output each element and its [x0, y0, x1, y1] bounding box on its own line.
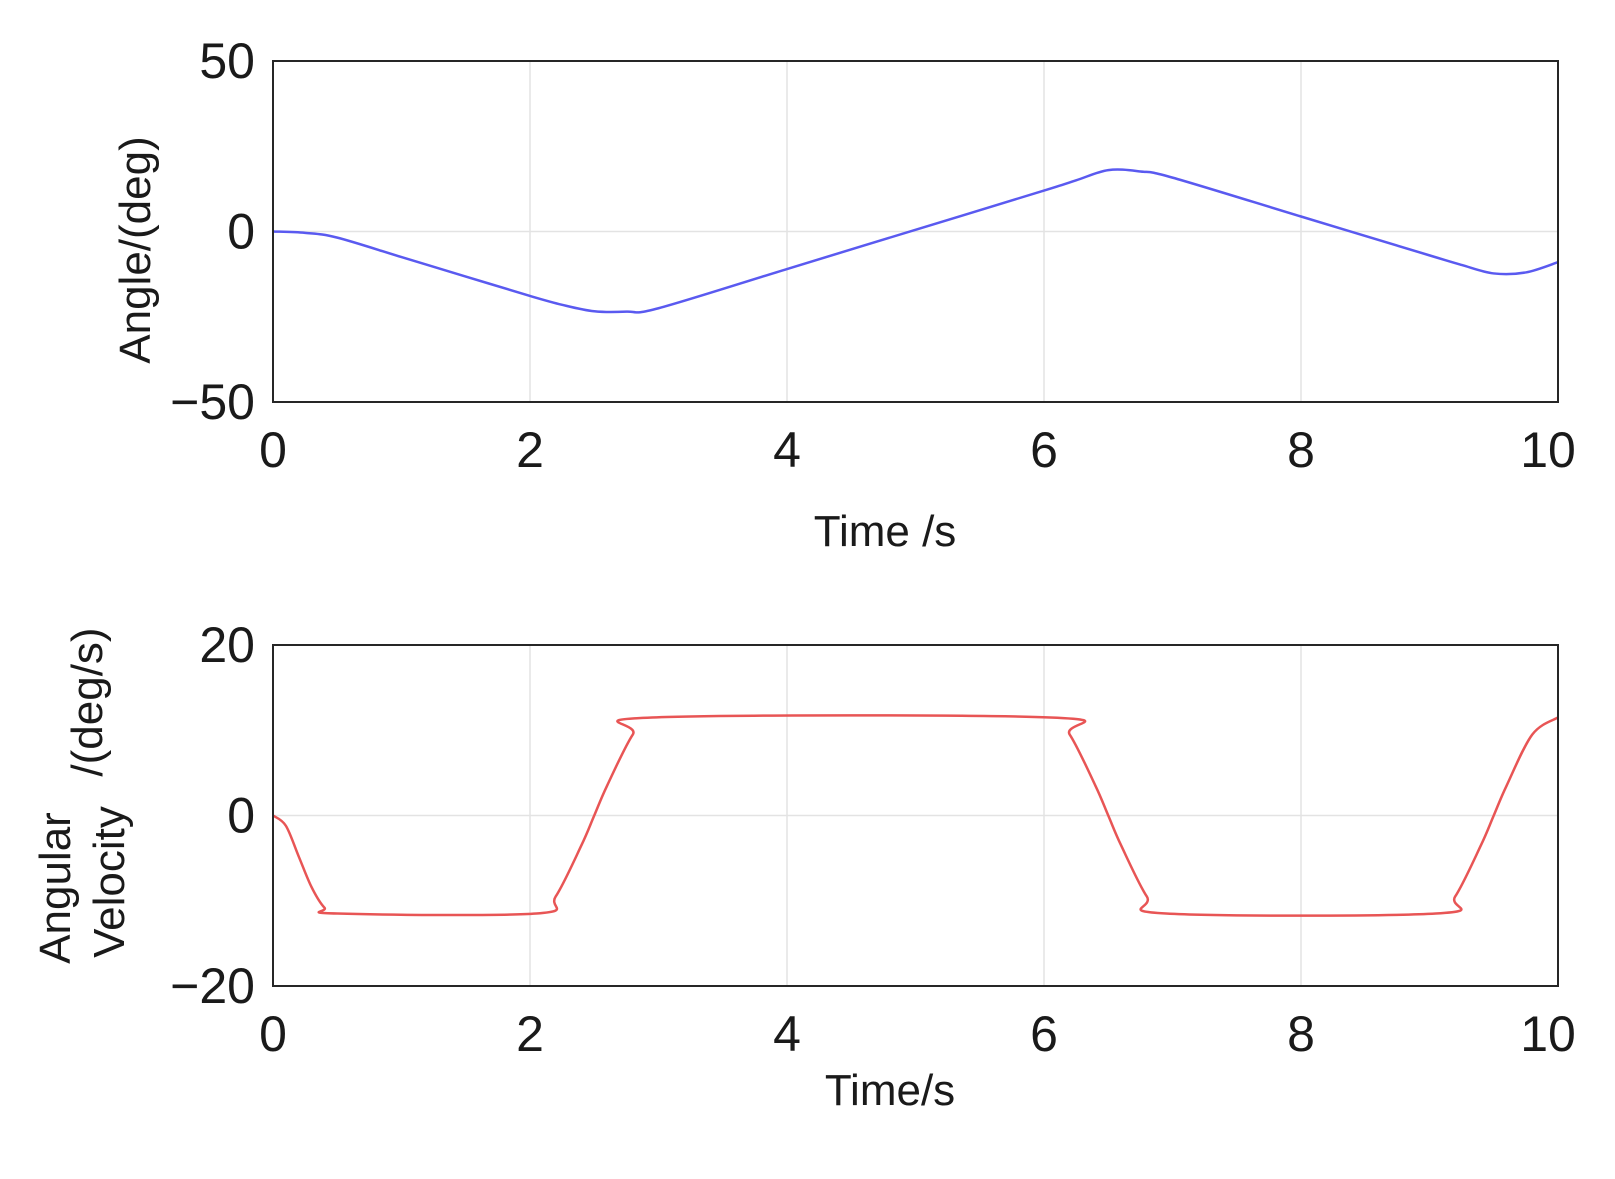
velocity-grid — [272, 644, 1559, 987]
angle-x-ticks: 0 2 4 6 8 10 — [259, 422, 1576, 478]
angle-x-tick-label-4: 8 — [1287, 422, 1315, 478]
velocity-y-axis-title-line2: Velocity — [85, 806, 134, 958]
angle-x-tick-label-5: 10 — [1520, 422, 1576, 478]
velocity-plot-frame — [272, 644, 1559, 987]
velocity-x-tick-label-0: 0 — [259, 1006, 287, 1062]
velocity-y-tick-label-0: 20 — [199, 617, 255, 673]
angle-y-tick-label-2: −50 — [170, 374, 255, 430]
angular-velocity-chart: 200−20 0 2 4 6 8 10 Time/s Angular Velocity /… — [31, 617, 1576, 1115]
velocity-series-line — [272, 714, 1559, 917]
angle-series-line — [272, 168, 1559, 314]
angle-x-tick-label-1: 2 — [516, 422, 544, 478]
velocity-y-axis-title-unit: /(deg/s) — [63, 627, 112, 776]
velocity-x-tick-label-4: 8 — [1287, 1006, 1315, 1062]
angle-x-tick-label-3: 6 — [1030, 422, 1058, 478]
angle-chart: 500−50 0 2 4 6 8 10 Time /s Angle/(deg) — [111, 33, 1576, 556]
angle-plot-frame — [272, 60, 1559, 403]
velocity-x-tick-label-2: 4 — [773, 1006, 801, 1062]
angle-y-tick-label-0: 50 — [199, 33, 255, 89]
velocity-x-axis-title: Time/s — [825, 1066, 955, 1115]
angle-y-ticks: 50 0 −50 — [170, 33, 255, 430]
angle-y-tick-label-1: 0 — [227, 204, 255, 260]
velocity-x-ticks: 0 2 4 6 8 10 — [259, 1006, 1576, 1062]
velocity-y-tick-label-2: −20 — [170, 958, 255, 1014]
velocity-x-tick-label-3: 6 — [1030, 1006, 1058, 1062]
angle-x-tick-label-2: 4 — [773, 422, 801, 478]
angle-grid — [272, 60, 1559, 403]
angle-y-axis-title: Angle/(deg) — [111, 136, 160, 363]
angle-x-tick-label-0: 0 — [259, 422, 287, 478]
velocity-y-tick-label-1: 0 — [227, 788, 255, 844]
velocity-y-axis-title-line1: Angular — [31, 812, 80, 964]
angle-x-axis-title: Time /s — [814, 507, 957, 556]
velocity-x-tick-label-5: 10 — [1520, 1006, 1576, 1062]
velocity-y-ticks: 20 0 −20 — [170, 617, 255, 1014]
velocity-x-tick-label-1: 2 — [516, 1006, 544, 1062]
